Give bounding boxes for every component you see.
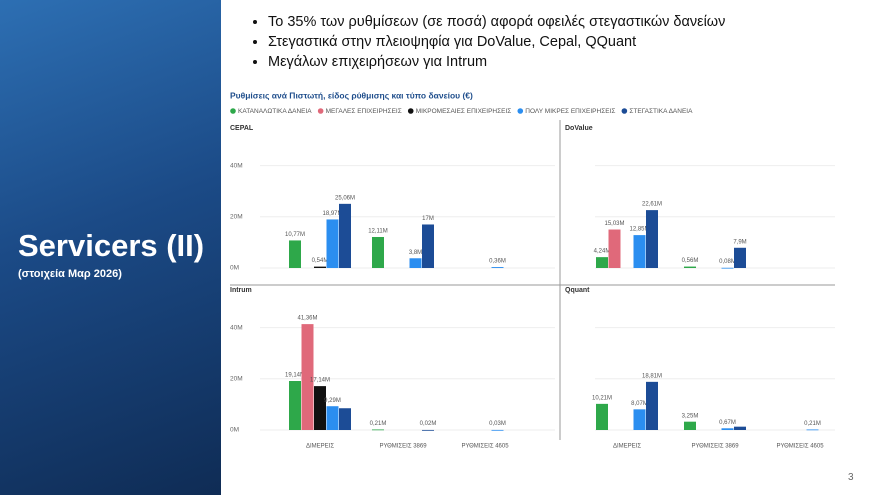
value-label: 10,21M [592, 395, 612, 401]
value-label: 0,08M [719, 259, 736, 265]
bullet: Το 35% των ρυθμίσεων (σε ποσά) αφορά οφε… [268, 12, 725, 32]
value-label: 0,02M [420, 421, 437, 427]
value-label: 3,25M [682, 413, 699, 419]
x-tick-label: ΔΙΜΕΡΕΙΣ [613, 444, 641, 450]
bar [289, 381, 301, 430]
legend-label: ΣΤΕΓΑΣΤΙΚΑ ΔΑΝΕΙΑ [629, 108, 693, 115]
x-tick-label: ΡΥΘΜΙΣΕΙΣ 4605 [776, 444, 824, 450]
value-label: 17M [422, 216, 434, 222]
value-label: 0,21M [804, 421, 821, 427]
x-tick-label: ΡΥΘΜΙΣΕΙΣ 3869 [691, 444, 739, 450]
legend-label: ΠΟΛΥ ΜΙΚΡΕΣ ΕΠΙΧΕΙΡΗΣΕΙΣ [525, 108, 615, 115]
value-label: 15,03M [604, 221, 624, 227]
value-label: 12,11M [368, 229, 388, 235]
bar [372, 429, 384, 431]
panel-title: Intrum [230, 287, 252, 294]
panel-title: CEPAL [230, 125, 254, 132]
value-label: 10,77M [285, 232, 305, 238]
y-tick-label: 0M [230, 265, 239, 272]
bar [339, 203, 351, 268]
bar [734, 426, 746, 430]
bar [721, 267, 734, 269]
bar [596, 403, 608, 430]
bar [314, 386, 326, 430]
bar [491, 267, 504, 268]
legend-label: ΜΕΓΑΛΕΣ ΕΠΙΧΕΙΡΗΣΕΙΣ [326, 108, 402, 115]
value-label: 19,14M [285, 373, 305, 379]
value-label: 17,14M [310, 378, 330, 384]
value-label: 0,21M [370, 421, 387, 427]
bar [596, 257, 608, 268]
bar [491, 429, 504, 431]
bar [633, 409, 646, 430]
bullet: Στεγαστικά στην πλειοψηφία για DoValue, … [268, 32, 725, 52]
bar [646, 381, 658, 430]
value-label: 8,07M [631, 401, 648, 407]
value-label: 0,54M [312, 258, 329, 264]
bar [422, 429, 434, 431]
x-tick-label: ΔΙΜΕΡΕΙΣ [306, 444, 334, 450]
slide-subtitle: (στοιχεία Μαρ 2026) [18, 268, 122, 280]
value-label: 18,81M [642, 373, 662, 379]
value-label: 22,61M [642, 202, 662, 208]
value-label: 0,03M [489, 421, 506, 427]
legend-marker [407, 108, 414, 114]
bullet: Μεγάλων επιχειρήσεων για Intrum [268, 52, 725, 72]
legend-marker [230, 108, 236, 114]
y-tick-label: 20M [230, 376, 243, 383]
value-label: 3,8M [409, 250, 422, 256]
x-tick-label: ΡΥΘΜΙΣΕΙΣ 3869 [379, 444, 427, 450]
page-number: 3 [848, 472, 854, 483]
legend-marker [517, 108, 524, 114]
value-label: 9,29M [324, 398, 341, 404]
legend-marker [317, 108, 324, 114]
bar [301, 324, 314, 430]
bar [734, 247, 746, 268]
y-tick-label: 40M [230, 324, 243, 331]
bar [633, 235, 646, 268]
side-panel [0, 0, 221, 495]
bar [721, 428, 734, 430]
bar [372, 236, 384, 268]
value-label: 18,97M [322, 211, 342, 217]
y-tick-label: 40M [230, 162, 243, 169]
value-label: 0,36M [489, 259, 506, 265]
bar [339, 408, 351, 430]
bar [684, 421, 696, 430]
value-label: 12,85M [629, 227, 649, 233]
bar [684, 266, 696, 268]
y-tick-label: 20M [230, 214, 243, 221]
slide-title: Servicers (II) [18, 228, 205, 263]
bar [806, 429, 819, 431]
bar [289, 240, 301, 268]
bar [314, 266, 326, 268]
bar [646, 210, 658, 268]
value-label: 41,36M [297, 316, 317, 322]
panel-title: Qquant [565, 287, 590, 294]
chart-title: Ρυθμίσεις ανά Πιστωτή, είδος ρύθμισης κα… [230, 90, 473, 100]
legend-label: ΚΑΤΑΝΑΛΩΤΙΚΑ ΔΑΝΕΙΑ [238, 108, 312, 115]
y-tick-label: 0M [230, 427, 239, 434]
value-label: 0,67M [719, 420, 736, 426]
value-label: 25,06M [335, 195, 355, 201]
x-tick-label: ΡΥΘΜΙΣΕΙΣ 4605 [461, 444, 509, 450]
bullet-list: Το 35% των ρυθμίσεων (σε ποσά) αφορά οφε… [250, 12, 725, 72]
bar [422, 224, 434, 268]
bar [608, 229, 621, 268]
panel-title: DoValue [565, 125, 593, 132]
bar [326, 406, 339, 430]
bar [409, 258, 422, 268]
value-label: 4,24M [594, 249, 611, 255]
legend-label: ΜΙΚΡΟΜΕΣΑΙΕΣ ΕΠΙΧΕΙΡΗΣΕΙΣ [416, 108, 512, 115]
legend-marker [621, 108, 628, 114]
value-label: 0,56M [682, 258, 699, 264]
value-label: 7,9M [733, 239, 746, 245]
bar [326, 219, 339, 268]
